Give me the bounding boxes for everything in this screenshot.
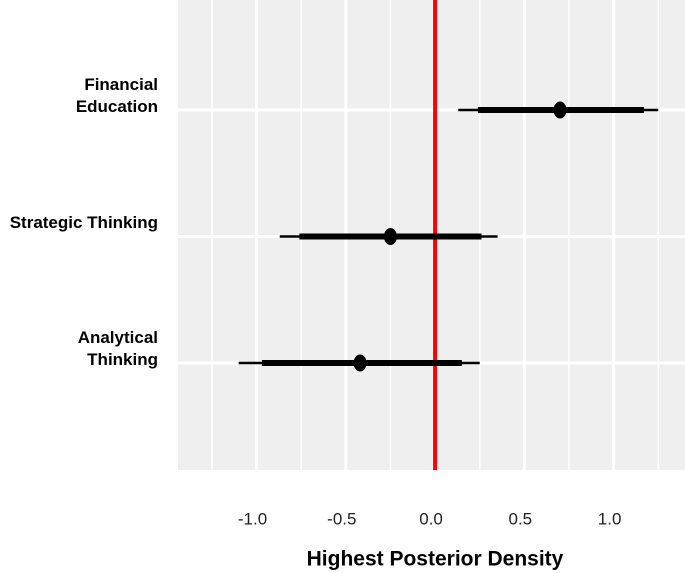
x-tick-label: -1.0 [238, 509, 267, 528]
x-axis-label: Highest Posterior Density [307, 548, 564, 571]
x-tick-label: 0.5 [509, 509, 533, 528]
x-tick-label: 1.0 [598, 509, 622, 528]
x-tick-label: -0.5 [327, 509, 356, 528]
point-estimate [383, 228, 397, 245]
x-tick-label: 0.0 [419, 509, 443, 528]
y-tick-label: Analytical Thinking [77, 328, 158, 369]
y-tick-label: Financial Education [75, 75, 158, 116]
y-tick-label: Strategic Thinking [9, 212, 158, 232]
point-estimate [553, 101, 567, 119]
point-estimate [353, 354, 367, 372]
